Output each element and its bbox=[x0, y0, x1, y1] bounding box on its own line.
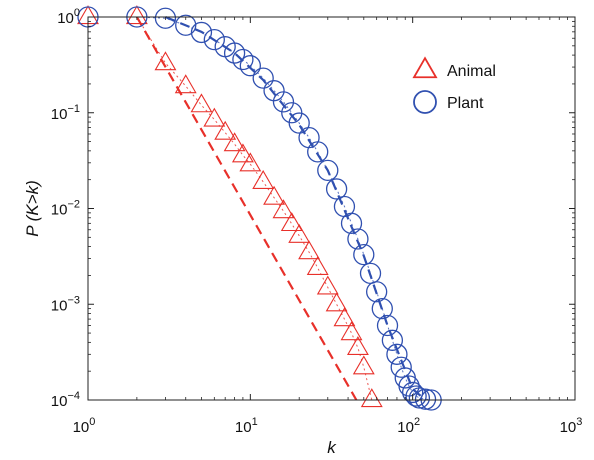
data-point bbox=[390, 356, 412, 378]
x-axis-title: k bbox=[327, 438, 337, 457]
fit-line-plant bbox=[165, 15, 427, 401]
legend-label-plant: Plant bbox=[447, 95, 484, 112]
data-point bbox=[352, 355, 375, 375]
connector-line-plant bbox=[88, 16, 432, 401]
data-point bbox=[239, 55, 261, 77]
data-point bbox=[280, 212, 303, 232]
data-point bbox=[154, 51, 177, 71]
data-point bbox=[306, 256, 329, 275]
data-point bbox=[317, 159, 339, 182]
series-animal bbox=[77, 5, 383, 408]
data-point bbox=[263, 185, 286, 205]
legend-marker-animal bbox=[412, 56, 438, 79]
data-point bbox=[371, 297, 393, 320]
legend: Animal Plant bbox=[412, 56, 496, 114]
y-tick-label: 10−3 bbox=[51, 294, 80, 314]
data-point bbox=[223, 42, 246, 64]
data-point bbox=[190, 93, 213, 113]
data-point bbox=[346, 336, 369, 356]
y-tick-label: 10−1 bbox=[51, 103, 80, 123]
data-point bbox=[203, 107, 226, 127]
x-tick-label: 102 bbox=[397, 416, 420, 436]
data-point bbox=[376, 314, 399, 337]
data-point bbox=[405, 385, 427, 407]
data-point bbox=[340, 212, 363, 234]
data-point bbox=[325, 292, 348, 312]
data-point bbox=[325, 178, 348, 200]
data-point bbox=[214, 120, 237, 140]
data-point bbox=[252, 67, 274, 89]
plot-frame bbox=[87, 16, 576, 401]
x-tick-label: 103 bbox=[560, 416, 583, 436]
y-axis-title: P (K>k) bbox=[23, 180, 42, 237]
data-point bbox=[298, 126, 320, 149]
connector-line-animal bbox=[88, 16, 373, 401]
data-point bbox=[340, 321, 363, 341]
y-tick-label: 10−4 bbox=[51, 390, 80, 410]
data-point bbox=[223, 132, 246, 152]
data-point bbox=[414, 388, 437, 410]
data-point bbox=[333, 307, 356, 327]
legend-label-animal: Animal bbox=[447, 63, 496, 80]
data-point bbox=[408, 387, 431, 409]
data-point bbox=[231, 143, 254, 163]
data-point bbox=[402, 381, 424, 404]
data-point bbox=[347, 228, 369, 250]
ticks-layer: 100 101 102 103 100 10−1 10−2 10−3 10−4 bbox=[51, 7, 583, 436]
y-tick-label: 100 bbox=[57, 7, 80, 27]
data-point bbox=[366, 281, 388, 303]
data-point bbox=[174, 74, 197, 94]
x-tick-label: 100 bbox=[73, 416, 96, 436]
data-point bbox=[190, 21, 213, 44]
data-point bbox=[203, 29, 225, 51]
data-point bbox=[353, 243, 375, 266]
data-point bbox=[288, 112, 310, 134]
data-point bbox=[252, 169, 275, 189]
data-point bbox=[298, 240, 321, 260]
y-tick-label: 10−2 bbox=[51, 199, 80, 219]
data-point bbox=[381, 329, 404, 351]
series-plant bbox=[77, 6, 442, 411]
data-point bbox=[232, 48, 254, 71]
data-point bbox=[272, 199, 295, 219]
fit-line-animal bbox=[135, 16, 358, 401]
data-point bbox=[154, 7, 177, 29]
data-point bbox=[175, 14, 197, 36]
data-point bbox=[316, 275, 339, 295]
data-point bbox=[288, 223, 311, 243]
legend-marker-plant bbox=[413, 90, 437, 114]
data-point bbox=[125, 5, 148, 25]
data-point bbox=[239, 152, 262, 172]
data-point bbox=[272, 91, 295, 113]
data-point bbox=[386, 343, 408, 365]
series-layer bbox=[77, 5, 442, 411]
data-point bbox=[307, 141, 329, 163]
x-tick-label: 101 bbox=[235, 416, 258, 436]
